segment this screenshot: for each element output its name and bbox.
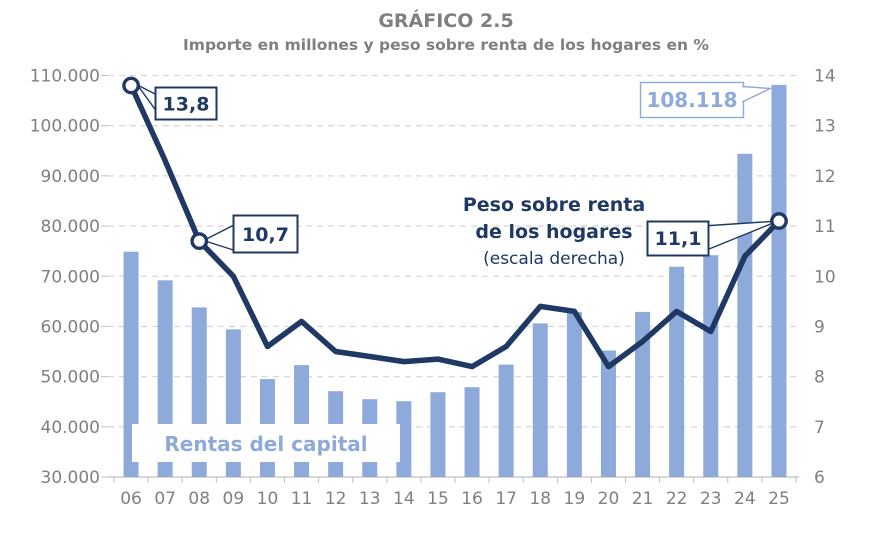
line-marker-06 [122,76,141,95]
y-right-tick-label: 10 [814,267,836,287]
y-left-tick-label: 90.000 [41,167,100,187]
callout-bar-25-wedge [741,85,774,103]
callout-line-08-label: 10,7 [242,224,289,246]
line-series-label-line2: de los hogares [475,221,632,243]
bar-18 [532,323,548,477]
bar-20 [600,350,616,477]
bar-22 [669,266,685,477]
line-series-label: Peso sobre renta de los hogares (escala … [463,194,645,269]
y-left-tick-label: 100.000 [30,117,100,137]
line-series-label-line3: (escala derecha) [483,249,625,269]
x-tick-label-18: 18 [529,489,551,509]
axis-tick-labels: 110.000 100.000 90.000 80.000 70.000 60.000 50… [30,67,836,510]
callout-line-25-label: 11,1 [655,228,702,250]
y-right-tick-label: 9 [814,317,825,337]
y-left-tick-label: 70.000 [41,267,100,287]
x-tick-label-23: 23 [700,489,722,509]
y-left-tick-label: 40.000 [41,418,100,438]
x-tick-label-11: 11 [291,489,313,509]
bar-17 [498,364,514,477]
x-tick-label-12: 12 [325,489,347,509]
line-path [128,82,782,370]
x-tick-label-22: 22 [666,489,688,509]
line-series [128,82,782,370]
y-right-tick-label: 13 [814,117,836,137]
y-right-tick-label: 7 [814,418,825,438]
x-tick-label-17: 17 [495,489,517,509]
y-left-tick-label: 80.000 [41,217,100,237]
bar-14 [396,401,412,477]
x-tick-label-07: 07 [154,489,176,509]
bar-06 [123,251,139,477]
x-tick-label-08: 08 [188,489,210,509]
x-tick-label-16: 16 [461,489,483,509]
y-right-tick-label: 11 [814,217,836,237]
line-series-label-line1: Peso sobre renta [463,194,645,216]
callout-line-25-box [646,220,710,257]
callout-bar-25: 108.118 [639,81,774,119]
callout-line-08-box [232,214,299,254]
line-marker-08 [190,232,209,251]
callout-line-06: 13,8 [136,84,218,121]
x-tick-label-09: 09 [223,489,245,509]
bar-19 [566,311,582,477]
callout-line-08: 10,7 [201,214,299,254]
bar-series-label: Rentas del capital [164,432,367,456]
x-tick-label-25: 25 [768,489,790,509]
y-left-tick-label: 110.000 [30,67,100,87]
bar-23 [703,255,719,477]
line-markers [122,76,788,251]
x-tick-label-06: 06 [120,489,142,509]
x-tick-label-15: 15 [427,489,449,509]
x-tick-label-14: 14 [393,489,415,509]
line-marker-25 [770,212,788,230]
y-right-tick-label: 6 [814,468,825,488]
bar-21 [635,311,651,477]
bar-16 [464,387,480,477]
bar-25 [771,84,787,478]
bar-series-label-box: Rentas del capital [132,424,400,462]
x-tick-label-24: 24 [734,489,756,509]
chart-subtitle: Importe en millones y peso sobre renta d… [183,36,709,54]
bar-15 [430,392,446,477]
x-tick-label-13: 13 [359,489,381,509]
y-right-tick-label: 12 [814,167,836,187]
callout-bar-25-label: 108.118 [646,88,737,112]
y-right-tick-label: 14 [814,67,836,87]
x-tick-label-19: 19 [564,489,586,509]
gridlines [108,74,799,428]
bar-series [123,84,787,478]
y-left-tick-label: 60.000 [41,317,100,337]
y-right-tick-label: 8 [814,368,825,388]
y-left-tick-label: 50.000 [41,368,100,388]
x-tick-label-10: 10 [257,489,279,509]
callout-line-25: 11,1 [646,220,779,257]
callout-line-06-label: 13,8 [163,94,210,116]
bar-series-label-bg [132,424,400,462]
x-tick-label-21: 21 [632,489,654,509]
callout-line-06-box [154,86,218,121]
y-left-tick-label: 30.000 [41,468,100,488]
x-tick-label-20: 20 [598,489,620,509]
chart-title: GRÁFICO 2.5 [378,9,513,32]
bar-24 [737,153,753,478]
